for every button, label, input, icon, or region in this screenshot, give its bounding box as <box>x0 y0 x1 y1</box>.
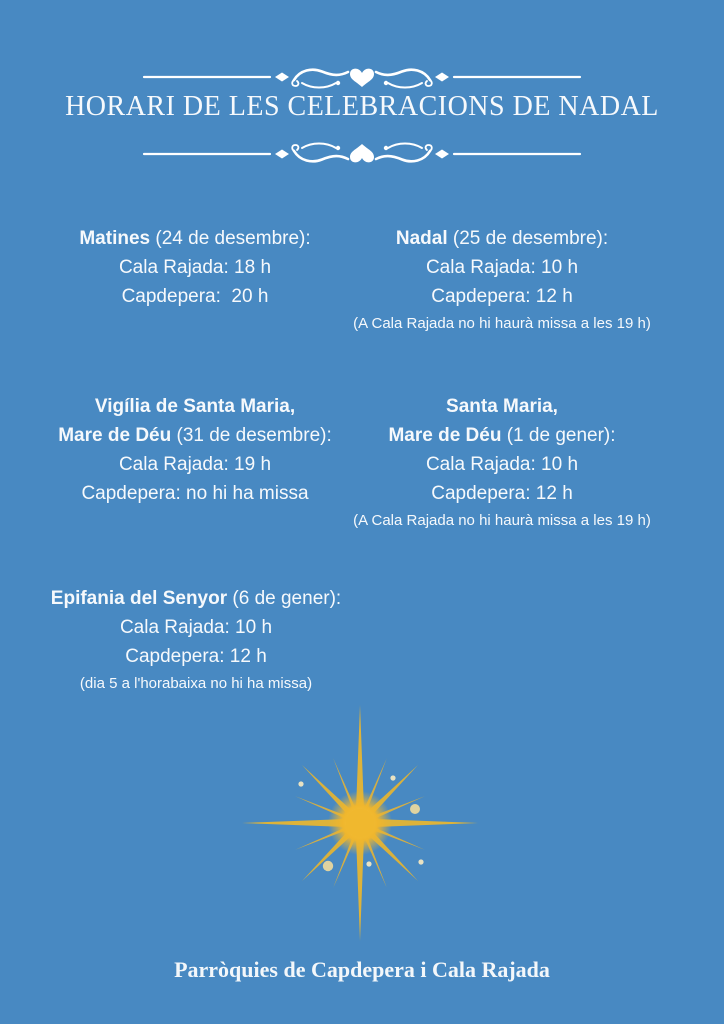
event-time-line: Cala Rajada: 10 h <box>119 617 273 638</box>
event-title: Epifania del Senyor (6 de gener): <box>50 588 342 609</box>
event-note: (dia 5 a l'horabaixa no hi ha missa) <box>79 675 313 692</box>
heart-flourish-divider-icon <box>142 142 582 163</box>
event-title: Mare de Déu (1 de gener): <box>388 425 616 446</box>
event-time-line: Capdepera: 12 h <box>125 646 267 667</box>
event-title: Vigília de Santa Maria, <box>94 396 296 417</box>
footer-text: Parròquies de Capdepera i Cala Rajada <box>174 957 550 982</box>
event-block-matines: Matines (24 de desembre): Cala Rajada: 1… <box>35 224 355 311</box>
page-title: HORARI DE LES CELEBRACIONS DE NADAL <box>65 91 659 122</box>
event-note: (A Cala Rajada no hi haurà missa a les 1… <box>353 315 651 332</box>
event-time-line: Capdepera: 12 h <box>431 483 573 504</box>
event-time-line: Cala Rajada: 18 h <box>118 257 272 278</box>
event-title: Nadal (25 de desembre): <box>395 228 609 249</box>
event-title: Santa Maria, <box>446 396 558 417</box>
event-time-line: Capdepera: no hi ha missa <box>81 483 309 504</box>
event-note: (A Cala Rajada no hi haurà missa a les 1… <box>353 512 651 529</box>
heart-flourish-divider-icon <box>142 68 582 89</box>
event-block-vigilia-santa-maria: Vigília de Santa Maria, Mare de Déu (31 … <box>35 392 355 508</box>
event-title: Mare de Déu (31 de desembre): <box>58 425 332 446</box>
sparkle-dots <box>298 775 424 872</box>
christmas-star-icon <box>242 705 478 941</box>
event-time-line: Cala Rajada: 10 h <box>425 257 579 278</box>
event-title: Matines (24 de desembre): <box>79 228 311 249</box>
event-time-line: Capdepera: 12 h <box>431 286 573 307</box>
event-time-line: Cala Rajada: 19 h <box>118 454 272 475</box>
event-time-line: Capdepera: 20 h <box>121 286 269 307</box>
event-block-santa-maria: Santa Maria, Mare de Déu (1 de gener): C… <box>330 392 674 533</box>
event-block-epifania: Epifania del Senyor (6 de gener): Cala R… <box>36 584 356 696</box>
event-block-nadal: Nadal (25 de desembre): Cala Rajada: 10 … <box>330 224 674 336</box>
event-time-line: Cala Rajada: 10 h <box>425 454 579 475</box>
